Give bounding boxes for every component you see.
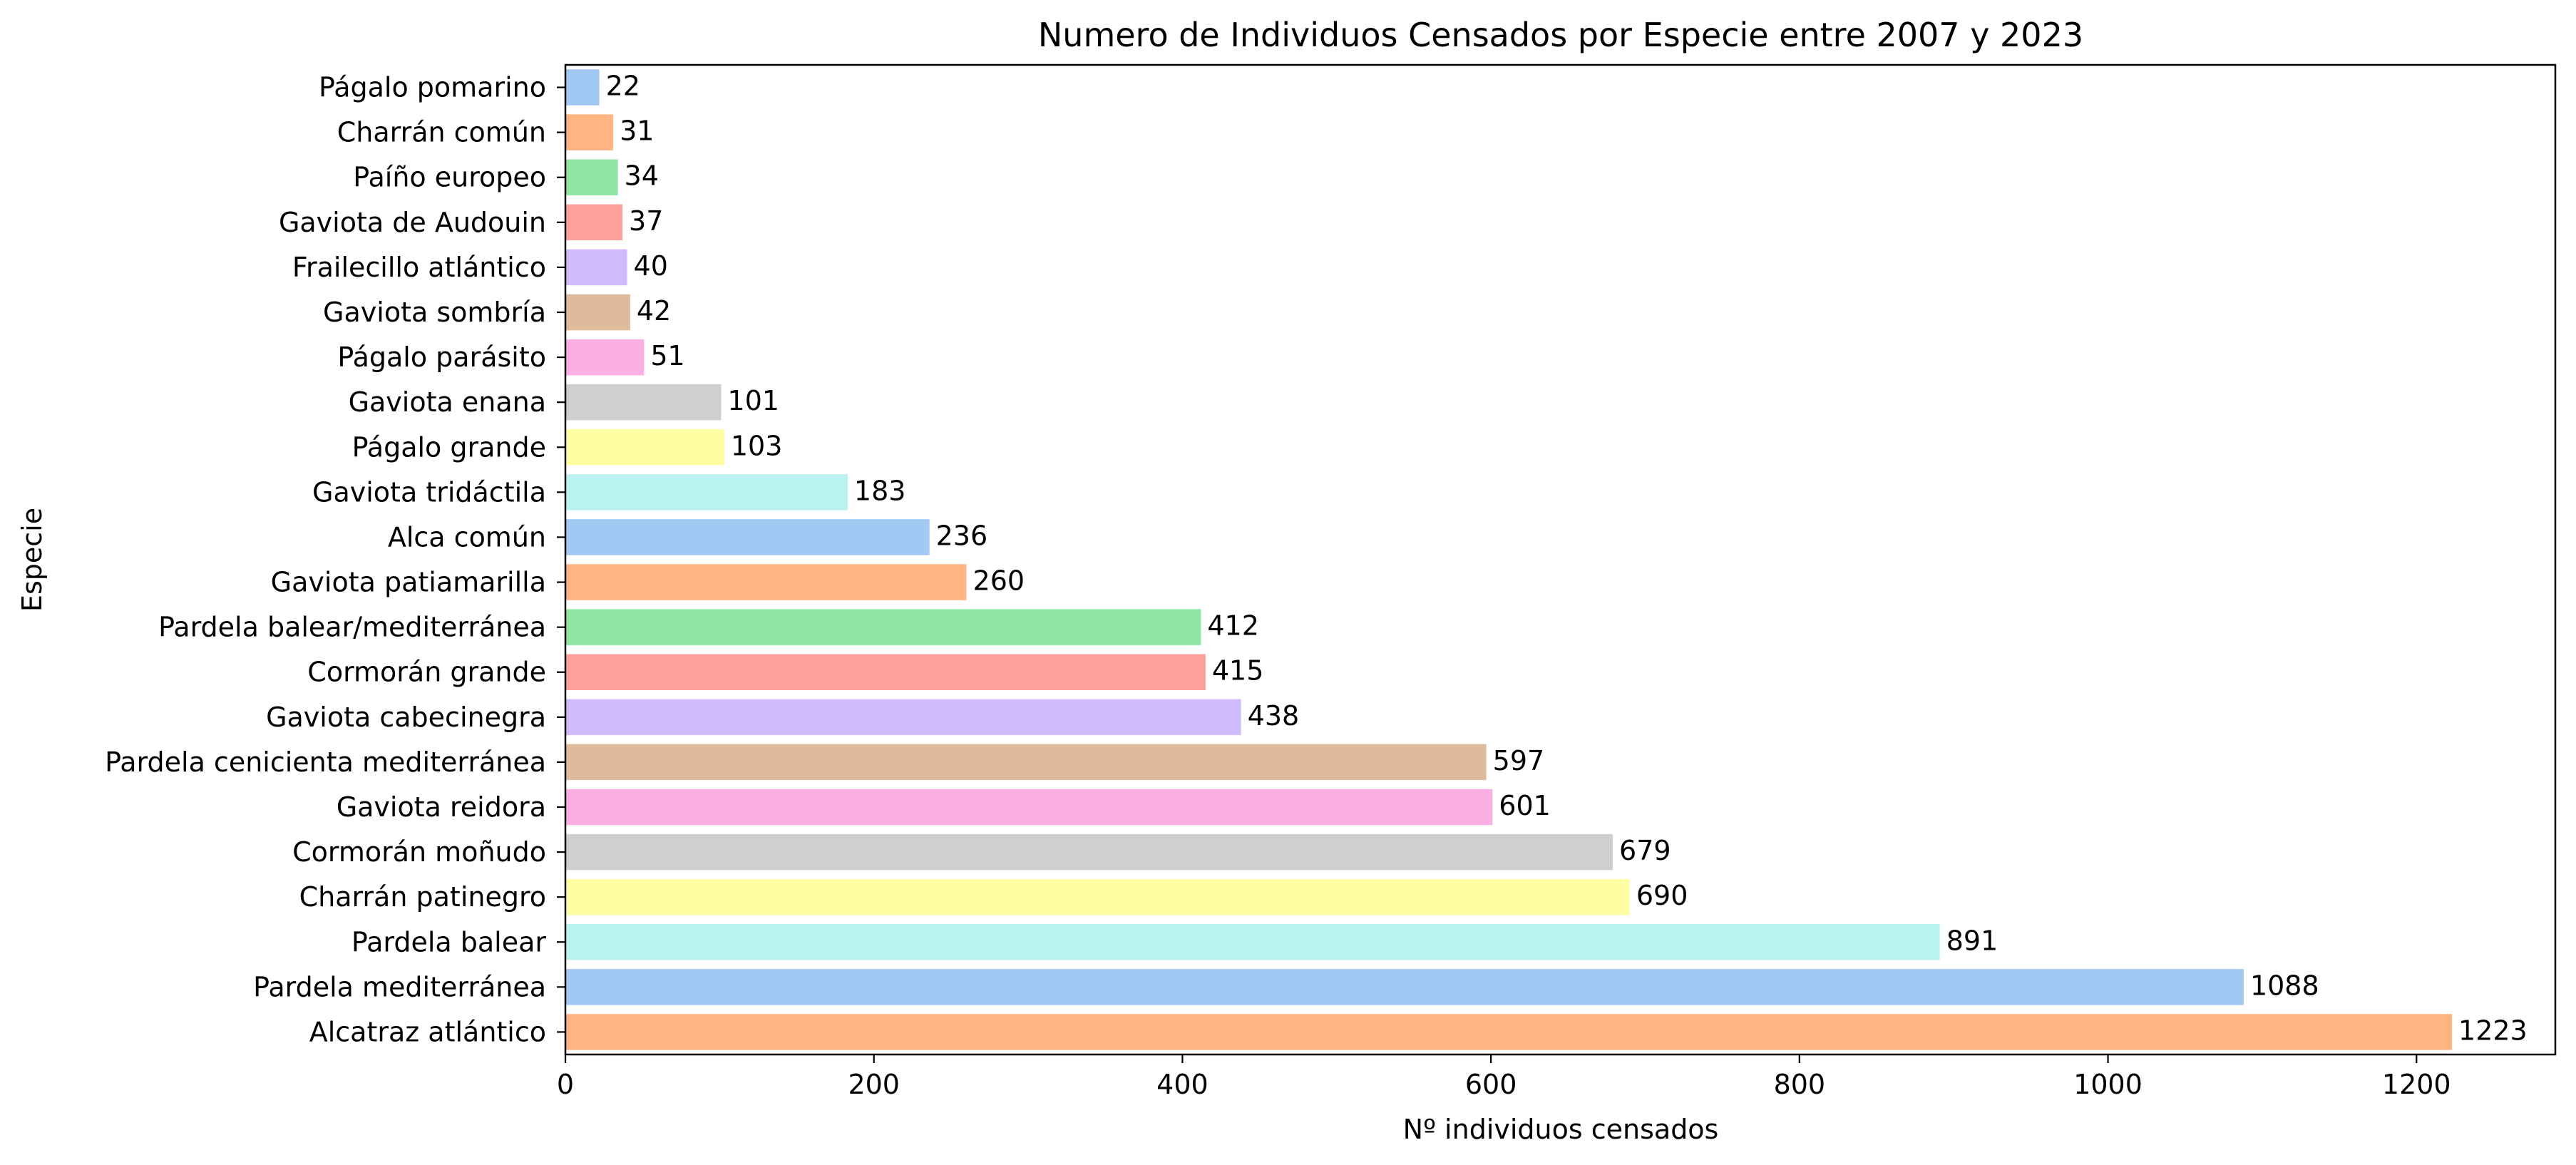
bar xyxy=(565,924,1940,960)
data-labels: 22 31 34 37 40 42 51 101 103 183 236 260 412 415 438 59… xyxy=(606,71,2528,1047)
bar xyxy=(565,789,1493,826)
data-label: 260 xyxy=(973,565,1025,597)
category-label: Pardela balear xyxy=(351,926,547,958)
data-label: 679 xyxy=(1619,835,1671,866)
bar xyxy=(565,204,623,241)
bar xyxy=(565,249,627,286)
data-label: 690 xyxy=(1636,880,1688,911)
category-label: Paíño europeo xyxy=(353,162,546,193)
bar xyxy=(565,744,1487,781)
bar xyxy=(565,699,1241,736)
data-label: 415 xyxy=(1212,655,1264,687)
data-label: 22 xyxy=(606,71,640,102)
category-label: Gaviota reidora xyxy=(337,791,546,823)
category-label: Gaviota de Audouin xyxy=(279,207,546,238)
data-label: 236 xyxy=(936,520,988,551)
bar xyxy=(565,833,1613,871)
bar xyxy=(565,878,1630,915)
bar xyxy=(565,1014,2453,1050)
bar xyxy=(565,339,645,376)
data-label: 31 xyxy=(620,116,654,147)
data-label: 597 xyxy=(1493,745,1545,776)
category-label: Cormorán grande xyxy=(307,657,546,688)
x-tick-label: 1200 xyxy=(2382,1069,2451,1100)
data-label: 601 xyxy=(1499,790,1551,821)
bar xyxy=(565,69,600,106)
category-label: Págalo grande xyxy=(352,431,546,463)
category-label: Frailecillo atlántico xyxy=(292,252,546,283)
category-label: Gaviota enana xyxy=(349,386,546,418)
bar xyxy=(565,429,724,466)
data-label: 51 xyxy=(650,340,684,371)
category-label: Alca común xyxy=(388,521,546,553)
data-label: 438 xyxy=(1248,700,1300,732)
data-label: 891 xyxy=(1946,925,1998,956)
category-label: Pardela mediterránea xyxy=(253,971,546,1002)
data-label: 412 xyxy=(1207,610,1259,642)
x-axis-ticks: 0 200 400 600 800 1000 1200 xyxy=(557,86,2451,1100)
bar xyxy=(565,969,2244,1005)
data-label: 37 xyxy=(629,205,663,237)
category-label: Gaviota sombría xyxy=(323,297,546,328)
plot-frame xyxy=(564,63,2557,1056)
category-label: Págalo parásito xyxy=(337,342,546,373)
category-label: Gaviota patiamarilla xyxy=(271,567,546,598)
data-label: 42 xyxy=(637,295,671,327)
data-label: 103 xyxy=(731,430,783,461)
data-label: 40 xyxy=(634,250,668,282)
category-label: Gaviota tridáctila xyxy=(312,476,546,508)
bars-group xyxy=(565,69,2453,1050)
bar xyxy=(565,609,1201,645)
bar xyxy=(565,114,614,150)
bar xyxy=(565,654,1206,690)
category-label: Gaviota cabecinegra xyxy=(266,702,546,733)
category-label: Charrán patinegro xyxy=(299,881,546,913)
bar xyxy=(565,474,848,510)
data-label: 1223 xyxy=(2458,1015,2528,1046)
x-axis-label: Nº individuos censados xyxy=(1403,1114,1719,1145)
category-label: Alcatraz atlántico xyxy=(309,1016,546,1047)
category-label: Charrán común xyxy=(337,117,546,148)
x-tick-label: 200 xyxy=(848,1069,900,1100)
data-label: 183 xyxy=(854,475,906,506)
category-label: Pardela balear/mediterránea xyxy=(158,612,546,643)
chart-title: Numero de Individuos Censados por Especi… xyxy=(1038,16,2083,54)
bar xyxy=(565,519,930,555)
x-tick-label: 1000 xyxy=(2073,1069,2143,1100)
data-label: 34 xyxy=(625,160,659,192)
x-tick-label: 800 xyxy=(1774,1069,1826,1100)
x-tick-label: 600 xyxy=(1465,1069,1517,1100)
data-label: 101 xyxy=(728,385,780,416)
data-label: 1088 xyxy=(2250,970,2319,1001)
category-label: Pardela cenicienta mediterránea xyxy=(105,746,546,778)
bar xyxy=(565,159,618,195)
x-tick-label: 0 xyxy=(557,1069,574,1100)
bar xyxy=(565,294,630,331)
bar xyxy=(565,564,967,600)
category-labels: Págalo pomarino Charrán común Paíño europe… xyxy=(105,72,546,1048)
y-axis-label: Especie xyxy=(16,508,48,612)
category-label: Págalo pomarino xyxy=(319,72,546,103)
bar xyxy=(565,384,722,421)
category-label: Cormorán moñudo xyxy=(292,836,546,868)
x-tick-label: 400 xyxy=(1156,1069,1209,1100)
